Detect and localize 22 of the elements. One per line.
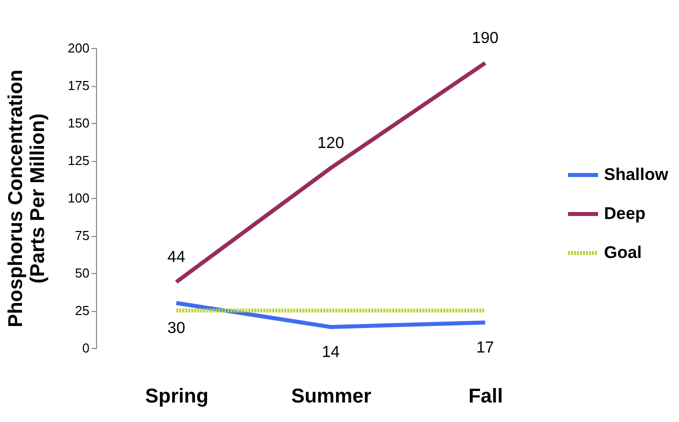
data-label: 30 [167,320,186,337]
y-tick-label: 150 [68,116,90,130]
y-tick-label: 100 [68,190,90,206]
y-tick-label: 25 [75,303,90,318]
y-tick-label: 50 [75,266,90,280]
y-tick-label: 200 [68,40,90,56]
legend-label: Shallow [604,165,670,184]
x-tick-label: Fall [468,386,503,408]
legend-label: Goal [604,243,642,262]
y-tick-label: 0 [82,340,90,356]
y-tick-label: 175 [68,78,90,93]
x-tick-label: Spring [145,386,208,408]
data-label: 44 [167,249,186,266]
x-tick-label: Summer [291,386,372,408]
y-axis-title: Phosphorus Concentration (Parts Per Million) [4,70,49,328]
data-label: 190 [472,30,499,47]
data-label: 120 [317,135,344,152]
y-tick-label: 75 [75,228,90,243]
legend-label: Deep [604,204,646,223]
data-label: 14 [322,344,340,361]
y-tick-label: 125 [68,153,90,168]
data-label: 17 [476,340,494,356]
